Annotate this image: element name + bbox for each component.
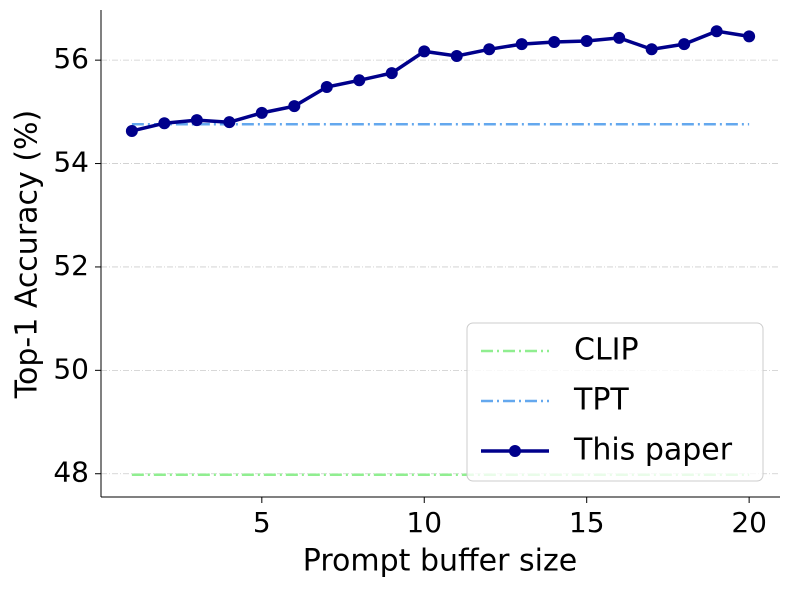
y-axis-label: Top-1 Accuracy (%) (10, 110, 45, 400)
point (548, 36, 561, 49)
point (645, 43, 658, 56)
point (255, 106, 268, 119)
point (450, 50, 463, 63)
y-tick-label: 54 (53, 146, 89, 179)
point (515, 38, 528, 51)
point (743, 30, 756, 43)
point (125, 124, 138, 137)
point (223, 116, 236, 129)
point (320, 81, 333, 94)
x-tick-label: 15 (569, 506, 605, 539)
point (190, 114, 203, 127)
y-tick-label: 52 (53, 249, 89, 282)
point (385, 67, 398, 80)
legend-label: CLIP (574, 333, 639, 368)
point (288, 100, 301, 113)
legend-marker (509, 445, 521, 457)
legend-label: This paper (573, 433, 733, 468)
x-axis-label: Prompt buffer size (303, 544, 577, 579)
legend-label: TPT (573, 383, 629, 418)
point (353, 74, 366, 87)
y-tick-label: 56 (53, 42, 89, 75)
point (483, 43, 496, 56)
point (158, 117, 171, 130)
point (580, 35, 593, 48)
x-tick-label: 20 (731, 506, 767, 539)
legend-box (466, 322, 764, 482)
y-tick-label: 50 (53, 352, 89, 385)
y-tick-label: 48 (53, 456, 89, 489)
point (613, 31, 626, 44)
x-tick-label: 10 (406, 506, 442, 539)
point (418, 45, 431, 58)
point (710, 25, 723, 38)
x-tick-label: 5 (253, 506, 271, 539)
point (678, 38, 691, 51)
